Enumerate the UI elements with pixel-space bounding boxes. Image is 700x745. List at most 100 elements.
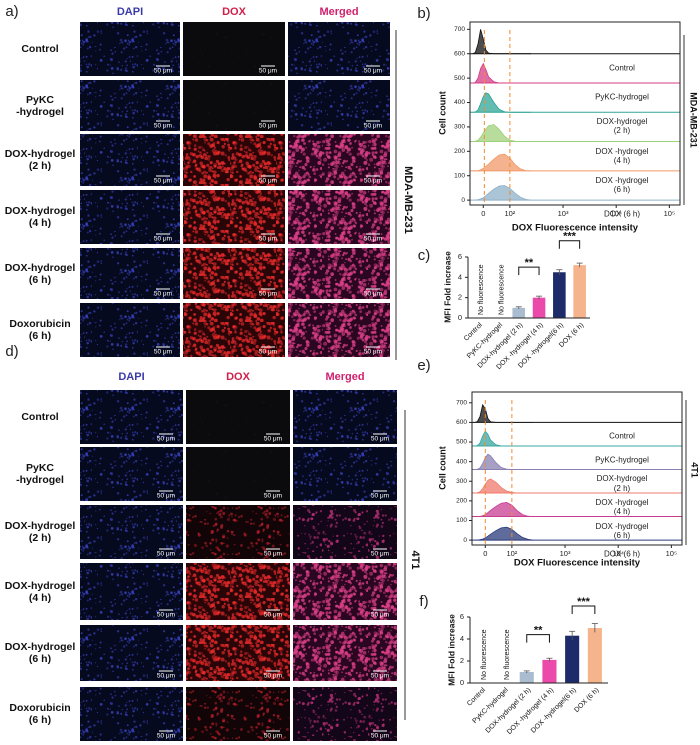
panel-letter: d) xyxy=(5,343,18,360)
y-tick-label: 4 xyxy=(460,634,464,643)
scale-bar-label: 50 μm xyxy=(157,551,175,558)
x-tick-label: 10² xyxy=(504,209,515,218)
column-header: Merged xyxy=(325,371,364,383)
micrograph xyxy=(183,134,285,186)
scale-bar-label: 50 μm xyxy=(264,612,282,619)
error-bar xyxy=(515,306,522,309)
x-tick-label: 10² xyxy=(506,549,517,558)
scale-bar-label: 50 μm xyxy=(371,551,389,558)
y-tick-label: 0 xyxy=(458,313,462,322)
x-tick-label: 10⁵ xyxy=(666,549,677,558)
bar xyxy=(553,272,566,318)
annotation: No fluorescence xyxy=(478,264,485,315)
micrograph xyxy=(293,625,397,681)
cell-line-label: 4T1 xyxy=(409,551,421,570)
scale-bar-label: 50 μm xyxy=(364,236,382,243)
column-header: DAPI xyxy=(118,371,144,383)
micrograph xyxy=(293,687,397,741)
panel-letter: a) xyxy=(5,3,18,20)
error-bar xyxy=(546,657,553,662)
x-tick-label: DOX (6 h) xyxy=(573,687,600,714)
y-tick-label: 400 xyxy=(454,99,465,106)
y-tick-label: 100 xyxy=(454,172,465,179)
scale-bar-label: 50 μm xyxy=(264,551,282,558)
micrograph xyxy=(288,134,390,186)
plot-frame xyxy=(471,391,683,546)
micrograph xyxy=(288,22,390,76)
micrograph xyxy=(80,190,180,244)
x-tick-label: DOX -hydrogel(6 h) xyxy=(530,687,578,735)
series-label: DOX-hydrogel (2 h) xyxy=(596,474,648,493)
series-label: DOX -hydrogel (4 h) xyxy=(595,497,649,517)
y-tick-label: 4 xyxy=(458,272,462,281)
annotation: No fluorescence xyxy=(481,629,488,680)
x-tick-label: 0 xyxy=(481,209,485,218)
series-label: DOX (6 h) xyxy=(603,549,641,559)
scale-bar-label: 50 μm xyxy=(364,123,382,130)
scale-bar-label: 50 μm xyxy=(157,436,175,443)
bar xyxy=(532,297,546,318)
row-label: DOX-hydrogel (2 h) xyxy=(4,519,76,544)
micrograph xyxy=(293,505,397,559)
scale-bar-label: 50 μm xyxy=(154,291,172,298)
scale-bar-label: 50 μm xyxy=(264,733,282,740)
scale-bar-label: 50 μm xyxy=(364,178,382,185)
x-tick-label: 10⁵ xyxy=(664,209,675,218)
y-tick-label: 200 xyxy=(456,498,467,505)
micrograph xyxy=(288,303,390,357)
cell-line-label: MDA-MB-231 xyxy=(402,166,414,234)
x-tick-label: 10⁴ xyxy=(612,549,624,558)
micrograph xyxy=(80,505,183,559)
significance-bracket xyxy=(558,240,581,249)
series-label: DOX -hydrogel (6 h) xyxy=(595,175,649,194)
scale-bar-label: 50 μm xyxy=(371,493,389,500)
scale-bar-label: 50 μm xyxy=(259,236,277,243)
x-axis-label: DOX Fluorescence intensity xyxy=(514,558,641,569)
scale-bar-label: 50 μm xyxy=(264,436,282,443)
micrograph xyxy=(183,80,285,131)
significance-bracket xyxy=(571,605,596,614)
micrograph xyxy=(183,303,285,357)
x-axis-label: DOX Fluorescence intensity xyxy=(512,223,639,234)
micrograph xyxy=(186,505,290,559)
y-tick-label: 300 xyxy=(456,478,467,485)
row-label: PyKC -hydrogel xyxy=(16,93,64,118)
histogram-curve xyxy=(474,403,534,423)
x-tick-label: 10³ xyxy=(560,549,571,558)
histogram-curve xyxy=(472,29,532,55)
error-bar xyxy=(536,295,543,300)
scale-bar-label: 50 μm xyxy=(364,68,382,75)
x-tick-label: 10³ xyxy=(558,209,569,218)
y-axis-label: Cell count xyxy=(437,91,447,135)
panel-letter: c) xyxy=(418,247,431,264)
panel-letter: e) xyxy=(417,357,430,374)
y-tick-label: 300 xyxy=(454,124,465,131)
micrograph xyxy=(186,390,290,444)
column-header: DOX xyxy=(222,6,247,18)
error-bar xyxy=(591,623,598,633)
scale-bar-label: 50 μm xyxy=(264,673,282,680)
y-tick-label: 700 xyxy=(456,400,467,407)
row-label: DOX-hydrogel (4 h) xyxy=(4,204,76,229)
scale-bar-label: 50 μm xyxy=(364,291,382,298)
micrograph xyxy=(288,190,390,244)
histogram-curve xyxy=(472,185,532,201)
scale-bar-label: 50 μm xyxy=(154,349,172,356)
column-header: DOX xyxy=(226,371,251,383)
significance-bracket xyxy=(526,634,550,643)
micrograph xyxy=(288,248,390,299)
y-tick-label: 6 xyxy=(460,612,464,621)
series-label: PyKC-hydrogel xyxy=(595,455,649,465)
histogram-curve xyxy=(472,62,532,84)
micrograph xyxy=(183,248,285,299)
y-tick-label: 6 xyxy=(458,252,462,261)
row-label: Doxorubicin (6 h) xyxy=(9,317,71,342)
series-label: Control xyxy=(609,431,635,441)
micrograph xyxy=(80,687,183,741)
y-tick-label: 600 xyxy=(454,50,465,57)
row-label: Control xyxy=(21,42,59,55)
series-label: PyKC-hydrogel xyxy=(595,92,649,102)
micrograph xyxy=(293,447,397,501)
scale-bar-label: 50 μm xyxy=(264,493,282,500)
